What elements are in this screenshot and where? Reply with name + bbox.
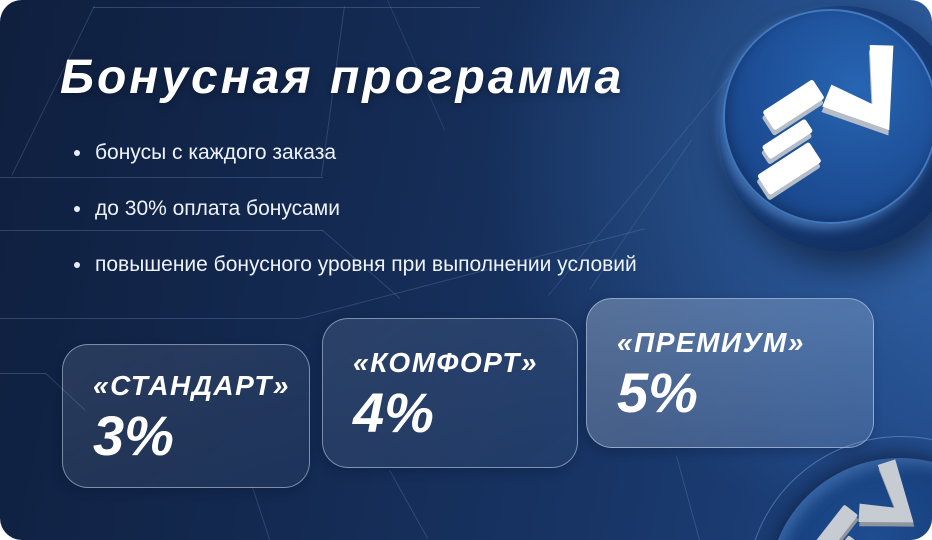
decor-line (252, 487, 271, 540)
list-item: повышение бонусного уровня при выполнени… (74, 254, 637, 276)
brand-coin-badge (718, 6, 932, 252)
bullet-text: повышение бонусного уровня при выполнени… (95, 253, 637, 276)
tier-percent: 4% (353, 380, 434, 444)
tier-name: «КОМФОРТ» (353, 346, 538, 378)
badge-face (723, 9, 932, 224)
tier-percent: 5% (617, 360, 698, 424)
bullet-dot-icon (74, 206, 80, 212)
bullet-text: бонусы с каждого заказа (95, 141, 337, 164)
tier-name: «ПРЕМИУМ» (617, 326, 805, 358)
decor-line (0, 318, 300, 319)
bullet-dot-icon (74, 150, 80, 156)
tier-percent: 3% (93, 403, 174, 467)
benefits-list: бонусы с каждого заказа до 30% оплата бо… (74, 142, 637, 310)
list-item: до 30% оплата бонусами (74, 198, 637, 220)
page-title: Бонусная программа (60, 51, 625, 104)
decor-line (676, 456, 700, 540)
bullet-text: до 30% оплата бонусами (95, 197, 340, 220)
tier-card-standard: «СТАНДАРТ» 3% (62, 344, 310, 488)
tier-card-premium: «ПРЕМИУМ» 5% (586, 298, 874, 448)
decor-line (0, 230, 323, 231)
tier-card-comfort: «КОМФОРТ» 4% (322, 318, 578, 468)
decor-line (389, 470, 429, 539)
bullet-dot-icon (74, 262, 80, 268)
list-item: бонусы с каждого заказа (74, 142, 637, 164)
decor-line (0, 177, 323, 178)
decor-line (93, 7, 480, 8)
tier-name: «СТАНДАРТ» (93, 369, 290, 401)
decor-line (0, 373, 46, 374)
